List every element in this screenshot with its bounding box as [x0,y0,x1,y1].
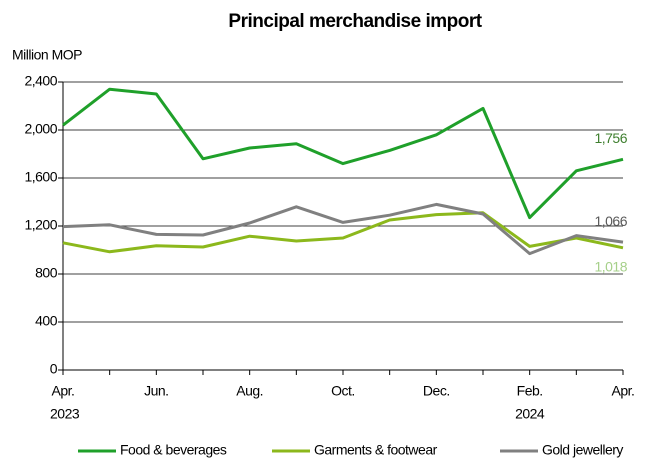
y-tick-label: 2,400 [24,73,57,89]
y-tick-label: 1,600 [24,169,57,185]
series-line [62,211,624,254]
series-line [62,87,624,220]
data-label: 1,066 [594,213,627,229]
legend-label: Garments & footwear [314,442,438,458]
y-tick-label: 0 [50,361,58,377]
legend-label: Gold jewellery [542,442,623,458]
data-label: 1,018 [594,259,627,275]
data-label: 1,756 [594,130,627,146]
year-label: 2023 [50,406,80,422]
series-line [62,202,624,256]
x-tick-label: Apr. [52,383,75,399]
x-tick-label: Oct. [331,383,355,399]
year-label: 2024 [515,406,545,422]
x-tick-label: Apr. [612,383,635,399]
y-tick-label: 400 [35,313,58,329]
legend-label: Food & beverages [120,442,227,458]
y-tick-label: 1,200 [24,217,57,233]
chart-title: Principal merchandise import [228,11,482,32]
x-tick-label: Jun. [144,383,168,399]
x-tick-label: Feb. [517,383,543,399]
y-axis-label: Million MOP [12,47,82,63]
y-tick-label: 800 [35,265,58,281]
y-tick-label: 2,000 [24,121,57,137]
x-tick-label: Dec. [423,383,450,399]
x-tick-label: Aug. [236,383,263,399]
